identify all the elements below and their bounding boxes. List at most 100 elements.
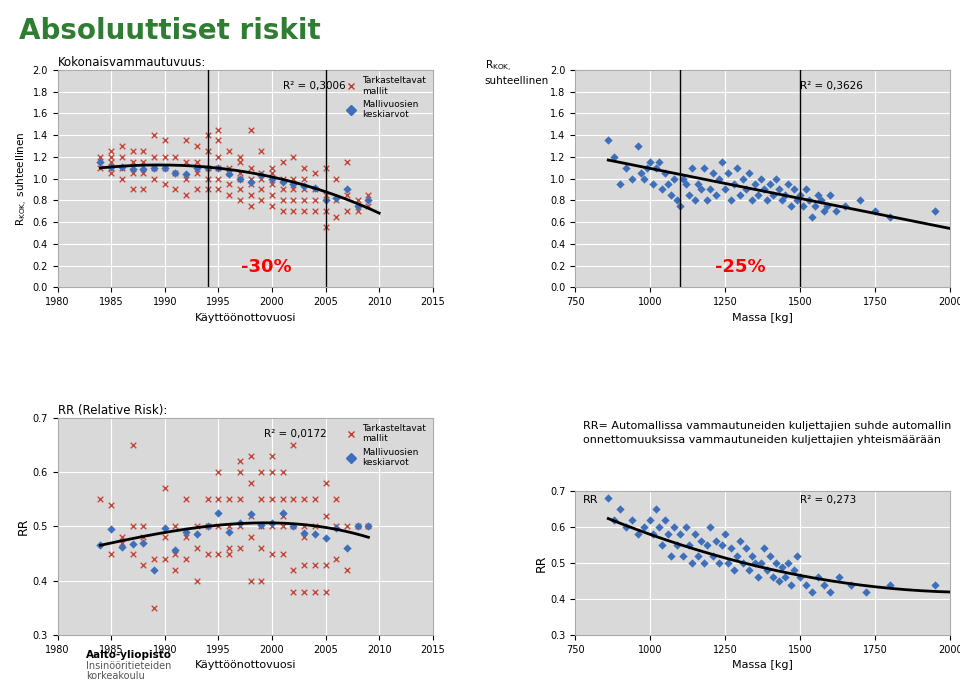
Point: [264, 521, 279, 532]
Point: [663, 189, 679, 200]
Point: [783, 579, 799, 591]
Point: [730, 162, 745, 173]
Point: [135, 537, 151, 549]
Point: [125, 439, 140, 450]
Point: [738, 184, 754, 195]
Point: [652, 156, 667, 168]
Point: [125, 163, 140, 174]
Point: [210, 162, 226, 173]
Point: [104, 524, 119, 535]
Point: [189, 168, 204, 179]
Point: [157, 162, 173, 173]
Point: [318, 162, 333, 173]
Point: [104, 156, 119, 168]
Point: [297, 521, 312, 532]
Point: [775, 195, 790, 206]
Point: [135, 163, 151, 174]
Point: [275, 176, 290, 187]
Point: [711, 557, 727, 568]
Point: [708, 189, 724, 200]
Point: [275, 548, 290, 559]
Point: [607, 514, 622, 525]
Point: [146, 173, 161, 184]
Point: [264, 179, 279, 190]
Point: [724, 195, 739, 206]
Point: [778, 572, 793, 583]
Point: [754, 173, 769, 184]
Point: [286, 205, 301, 216]
Point: [104, 151, 119, 163]
Point: [814, 195, 829, 206]
Point: [168, 151, 183, 163]
Point: [318, 195, 333, 206]
Point: [666, 173, 682, 184]
Point: [286, 586, 301, 597]
Point: [200, 184, 215, 195]
Point: [735, 173, 751, 184]
Text: R$_{\mathregular{KOK,}}$
suhteellinen: R$_{\mathregular{KOK,}}$ suhteellinen: [485, 59, 549, 86]
Point: [769, 173, 784, 184]
Point: [639, 162, 655, 173]
Point: [243, 575, 258, 586]
Point: [210, 173, 226, 184]
Point: [652, 521, 667, 533]
Point: [232, 156, 248, 168]
Point: [200, 162, 215, 173]
Point: [751, 572, 766, 583]
Point: [634, 168, 649, 179]
Point: [189, 528, 204, 539]
Point: [189, 184, 204, 195]
Point: [307, 205, 323, 216]
Point: [243, 450, 258, 461]
Point: [927, 205, 943, 216]
Point: [807, 200, 823, 211]
Point: [660, 179, 676, 190]
Point: [828, 205, 844, 216]
Point: [189, 542, 204, 554]
Point: [328, 195, 344, 206]
Point: [286, 439, 301, 450]
Point: [210, 124, 226, 135]
Point: [135, 156, 151, 168]
Point: [243, 510, 258, 521]
Point: [297, 205, 312, 216]
Point: [820, 200, 835, 211]
Point: [135, 146, 151, 157]
Point: [189, 162, 204, 173]
Point: [125, 168, 140, 179]
Point: [642, 514, 658, 525]
Point: [253, 173, 269, 184]
Point: [264, 466, 279, 477]
Point: [682, 540, 697, 551]
Point: [168, 565, 183, 576]
Point: [817, 205, 832, 216]
Point: [339, 189, 354, 200]
Point: [831, 572, 847, 583]
Point: [179, 156, 194, 168]
Point: [168, 521, 183, 532]
Point: [179, 526, 194, 537]
Point: [714, 156, 730, 168]
Point: [125, 521, 140, 532]
Point: [157, 151, 173, 163]
Point: [253, 493, 269, 505]
Text: Kokonaisvammautuvuus:: Kokonaisvammautuvuus:: [58, 56, 206, 68]
Point: [286, 493, 301, 505]
Point: [222, 169, 237, 180]
Point: [838, 200, 853, 211]
Point: [157, 179, 173, 190]
Point: [157, 162, 173, 173]
Point: [318, 205, 333, 216]
X-axis label: Käyttöönottovuosi: Käyttöönottovuosi: [195, 313, 296, 322]
Point: [275, 493, 290, 505]
Point: [243, 189, 258, 200]
Point: [318, 477, 333, 489]
Point: [275, 466, 290, 477]
Point: [179, 493, 194, 505]
Text: RR (Relative Risk):: RR (Relative Risk):: [58, 403, 167, 417]
Point: [275, 510, 290, 521]
Point: [735, 557, 751, 568]
Point: [711, 173, 727, 184]
Point: [104, 162, 119, 173]
Point: [179, 173, 194, 184]
